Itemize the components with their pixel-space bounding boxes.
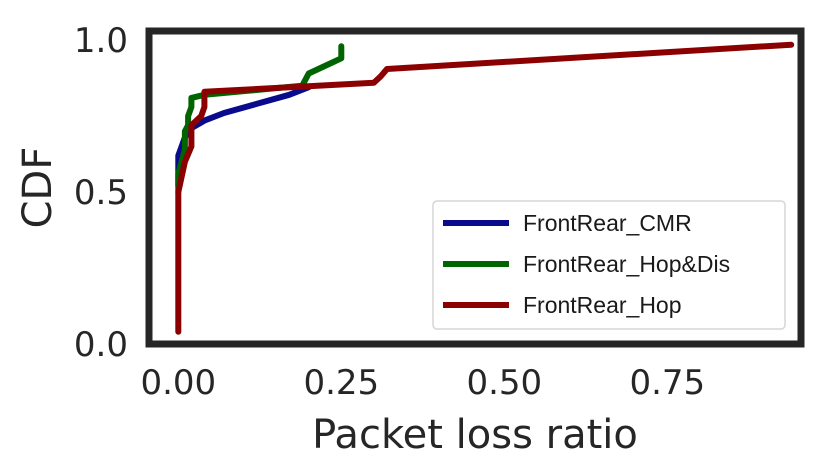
y-axis-title: CDF	[15, 147, 61, 229]
series-line-1	[175, 84, 312, 189]
legend: FrontRear_CMR FrontRear_Hop&Dis FrontRear_…	[432, 200, 786, 330]
y-tick-label: 0.0	[74, 325, 128, 365]
series-line-2	[175, 43, 345, 196]
y-tick-label: 1.0	[74, 21, 128, 61]
legend-label: FrontRear_CMR	[523, 210, 692, 236]
legend-label: FrontRear_Hop&Dis	[523, 251, 730, 277]
series-line-3	[175, 41, 795, 335]
legend-box	[432, 200, 786, 330]
x-tick-label: 0.50	[466, 363, 542, 403]
plot-frame	[145, 27, 805, 348]
x-tick-label: 0.00	[140, 363, 216, 403]
x-axis-title: Packet loss ratio	[312, 412, 638, 458]
legend-label: FrontRear_Hop	[523, 292, 682, 318]
series-layer	[175, 41, 795, 335]
ticks-layer: 0.00 0.25 0.50 0.75 0.0 0.5 1.0	[74, 21, 705, 403]
x-tick-label: 0.25	[303, 363, 379, 403]
x-tick-label: 0.75	[629, 363, 705, 403]
y-tick-label: 0.5	[74, 173, 128, 213]
